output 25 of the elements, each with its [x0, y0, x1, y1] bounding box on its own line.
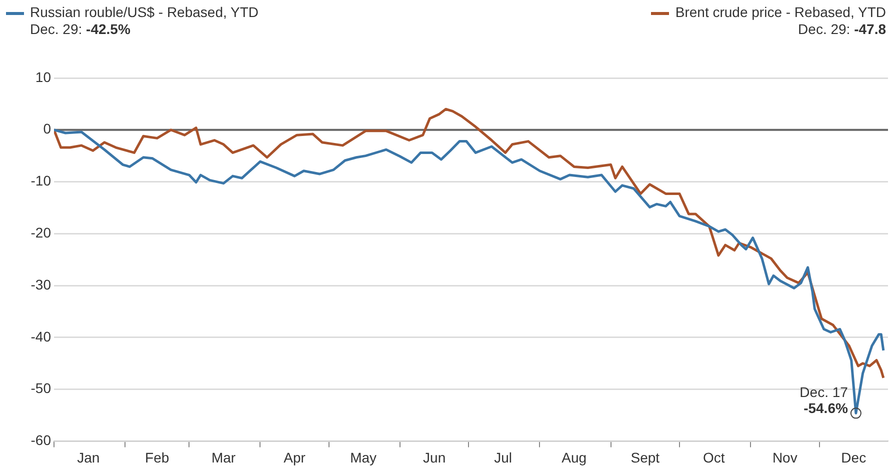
text: Dec. 29: -47.8 [797, 21, 886, 38]
x-tick-label: Mar [211, 449, 236, 466]
y-tick-label: -10 [30, 172, 52, 189]
x-tick-label: May [350, 449, 377, 466]
x-tick-label: Oct [702, 449, 725, 466]
legend-label: Russian rouble/US$ - Rebased, YTD [30, 4, 259, 21]
legend-label: Brent crude price - Rebased, YTD [675, 4, 886, 21]
x-tick-label: Apr [284, 449, 306, 466]
x-tick-label: Aug [562, 449, 587, 466]
y-tick-label: -50 [30, 380, 52, 396]
x-tick-label: Nov [772, 449, 798, 466]
x-tick-label: Jan [77, 449, 100, 466]
x-tick-label: Dec [841, 449, 866, 466]
y-tick-label: 10 [35, 68, 52, 85]
y-tick-label: -40 [30, 328, 52, 344]
x-tick-label: Sept [630, 449, 660, 466]
y-tick-label: -20 [30, 224, 52, 241]
y-tick-label: -60 [30, 432, 52, 448]
y-tick-label: -30 [30, 276, 52, 292]
x-tick-label: Jul [494, 449, 512, 466]
x-tick-label: Jun [423, 449, 446, 466]
text: Dec. 29: -42.5% [30, 21, 132, 38]
x-tick-label: Feb [145, 449, 170, 466]
annotation: Dec. 17 -54.6% [800, 384, 848, 416]
y-tick-label: 0 [43, 120, 52, 137]
